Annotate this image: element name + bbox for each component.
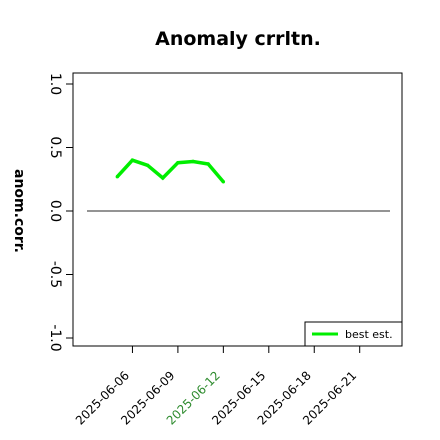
data-point bbox=[206, 162, 210, 166]
data-point bbox=[161, 176, 165, 180]
data-point bbox=[130, 158, 135, 162]
data-point bbox=[176, 161, 180, 165]
data-point bbox=[221, 180, 226, 184]
y-tick-label-4: 1.0 bbox=[47, 73, 63, 95]
chart-title: Anomaly crrltn. bbox=[155, 28, 321, 50]
data-point bbox=[115, 175, 120, 179]
series-line-best-est bbox=[116, 158, 225, 183]
data-point bbox=[191, 159, 195, 164]
legend: best est. bbox=[304, 321, 403, 347]
y-tick-label-3: 0.5 bbox=[47, 136, 63, 158]
y-tick-label-1: -0.5 bbox=[47, 261, 63, 288]
y-tick-label-2: 0.0 bbox=[47, 200, 63, 222]
plot-frame bbox=[72, 72, 403, 347]
y-tick-label-0: -1.0 bbox=[47, 324, 63, 351]
data-point bbox=[145, 163, 150, 167]
legend-label-best-est: best est. bbox=[345, 328, 393, 341]
y-axis-label: anom.corr. bbox=[11, 169, 27, 253]
